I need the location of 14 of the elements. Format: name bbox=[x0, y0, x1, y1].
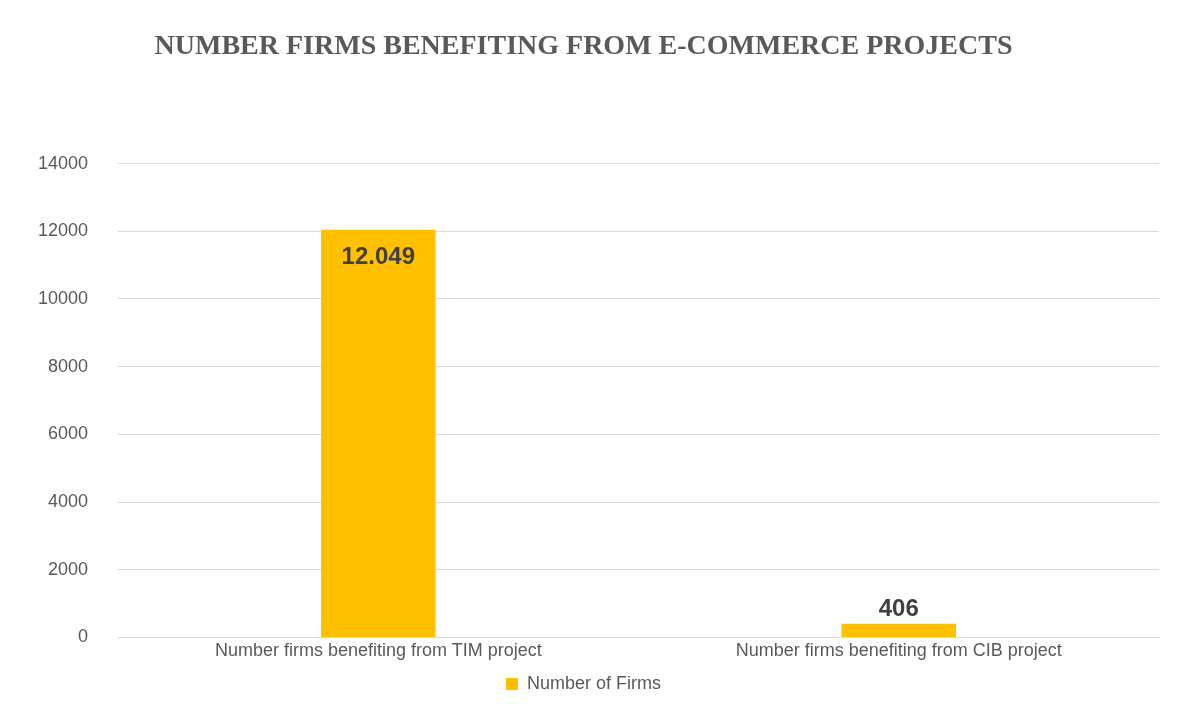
chart-title: NUMBER FIRMS BENEFITING FROM E-COMMERCE PROJECTS bbox=[154, 29, 1013, 61]
x-tick-label: Number firms benefiting from CIB project bbox=[735, 640, 1062, 661]
data-label: 12.049 bbox=[341, 242, 415, 270]
y-tick-label: 6000 bbox=[48, 423, 89, 444]
y-tick-label: 10000 bbox=[37, 287, 89, 308]
y-tick-label: 0 bbox=[78, 626, 89, 647]
legend-label: Number of Firms bbox=[526, 672, 662, 693]
y-tick-label: 8000 bbox=[48, 355, 89, 376]
x-tick-label: Number firms benefiting from TIM project bbox=[214, 640, 542, 661]
y-tick-label: 2000 bbox=[48, 558, 89, 579]
data-label: 406 bbox=[878, 594, 919, 622]
y-tick-label: 14000 bbox=[37, 152, 89, 173]
y-tick-label: 12000 bbox=[37, 220, 89, 241]
y-tick-label: 4000 bbox=[48, 491, 89, 511]
